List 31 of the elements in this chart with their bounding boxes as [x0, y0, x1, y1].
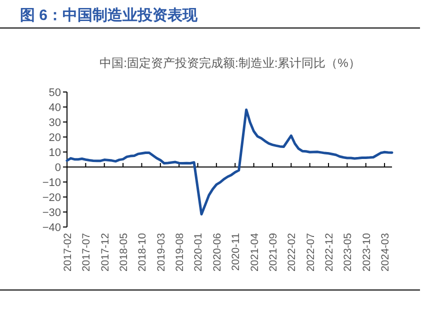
x-tick-label: 2022-12: [323, 232, 336, 272]
y-tick-label: 40: [48, 102, 61, 114]
x-tick-label: 2024-03: [380, 232, 392, 272]
x-tick-label: 2020-11: [230, 232, 242, 271]
x-tick-label: 2021-09: [267, 232, 280, 272]
x-tick-label: 2021-04: [248, 232, 261, 272]
x-tick-label: 2022-07: [304, 232, 317, 272]
chart-title: 图 6：中国制造业投资表现: [20, 7, 199, 24]
y-tick-label: 10: [48, 147, 61, 159]
y-tick-label: 50: [48, 87, 61, 99]
x-tick-label: 2020-06: [211, 232, 224, 272]
y-tick-label: −10: [42, 177, 61, 189]
y-tick-label: −40: [42, 222, 61, 234]
x-tick-label: 2023-05: [342, 232, 354, 272]
x-tick-label: 2017-02: [62, 232, 74, 272]
chart-subtitle: 中国:固定资产投资完成额:制造业:累计同比（%）: [100, 56, 360, 70]
y-tick-label: −20: [42, 192, 61, 204]
y-tick-label: −30: [42, 207, 61, 219]
x-tick-label: 2018-05: [118, 232, 130, 272]
y-tick-label: 20: [48, 132, 61, 144]
y-tick-label: 30: [48, 117, 61, 129]
x-tick-label: 2018-10: [136, 232, 149, 272]
line-series: [66, 108, 394, 216]
x-tick-label: 2019-08: [174, 232, 186, 272]
x-tick-label: 2022-02: [286, 232, 298, 272]
x-tick-label: 2017-07: [80, 232, 93, 272]
x-tick-label: 2023-10: [360, 232, 373, 272]
x-tick-label: 2017-12: [99, 232, 112, 272]
y-tick-label: 0: [54, 162, 61, 174]
x-tick-label: 2019-03: [155, 232, 168, 272]
x-tick-label: 2020-01: [192, 232, 205, 272]
